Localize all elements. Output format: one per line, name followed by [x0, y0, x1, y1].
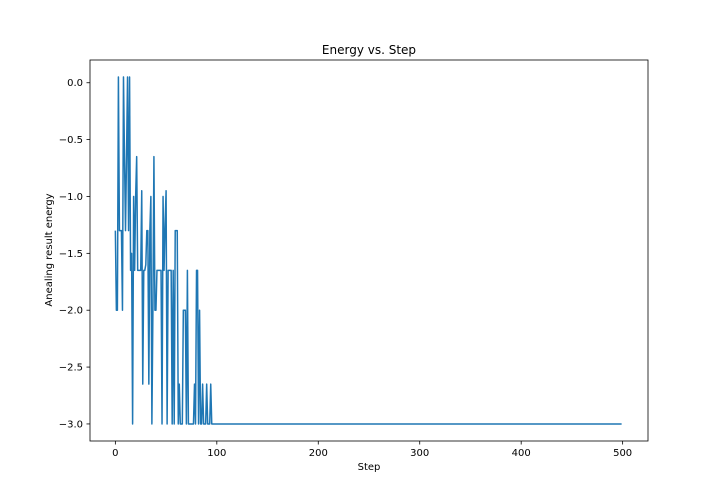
axes-frame — [89, 59, 649, 442]
x-tick-label: 200 — [309, 448, 328, 459]
x-tick-label: 0 — [112, 448, 118, 459]
x-tick-label: 500 — [613, 448, 632, 459]
chart-title: Energy vs. Step — [322, 43, 416, 57]
y-axis: 0.0 −0.5 −1.0 −1.5 −2.0 −2.5 −3.0 — [59, 78, 90, 430]
series-line — [114, 76, 622, 425]
y-tick-label: 0.0 — [67, 78, 83, 89]
y-axis-label: Anealing result energy — [44, 193, 55, 306]
x-axis: 0 100 200 300 400 500 — [112, 441, 632, 459]
x-tick-label: 400 — [512, 448, 531, 459]
y-tick-label: −0.5 — [59, 135, 83, 146]
x-tick-label: 100 — [207, 448, 226, 459]
x-tick-label: 300 — [410, 448, 429, 459]
x-axis-label: Step — [358, 462, 381, 473]
y-tick-label: −3.0 — [59, 419, 83, 430]
y-tick-label: −2.5 — [59, 363, 83, 374]
plot-area — [114, 76, 622, 425]
y-tick-label: −1.0 — [59, 192, 83, 203]
y-tick-label: −2.0 — [59, 306, 83, 317]
y-tick-label: −1.5 — [59, 249, 83, 260]
